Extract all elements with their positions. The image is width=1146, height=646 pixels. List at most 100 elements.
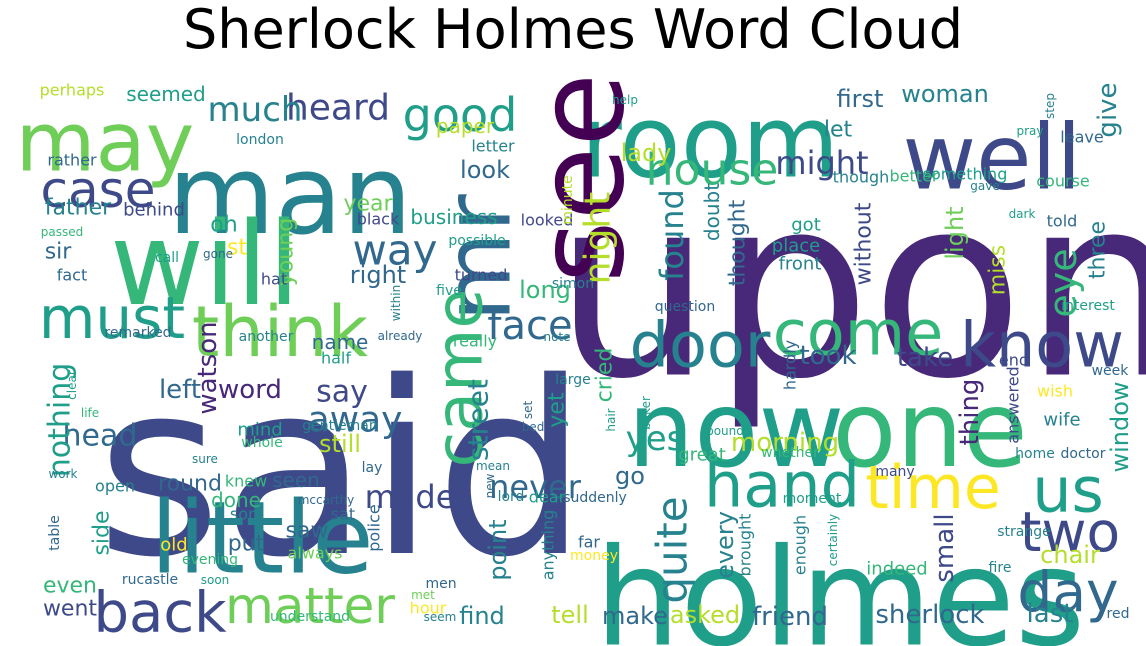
word-pray: pray	[1016, 124, 1043, 138]
word-london: london	[236, 132, 284, 148]
word-morning: morning	[731, 428, 839, 458]
word-soon: soon	[201, 573, 230, 587]
word-knew: knew	[225, 472, 267, 491]
word-interest: interest	[1061, 298, 1115, 314]
word-left: left	[159, 375, 201, 405]
word-find: find	[459, 602, 505, 630]
word-friend: friend	[752, 602, 828, 632]
word-great: great	[678, 445, 726, 466]
word-minute: minute	[560, 175, 576, 224]
word-black: black	[357, 210, 400, 229]
word-hour: hour	[410, 599, 447, 618]
word-leave: leave	[1060, 128, 1103, 147]
word-still: still	[319, 430, 361, 458]
word-let: let	[824, 118, 853, 143]
word-though: though	[833, 168, 890, 187]
word-certainly: certainly	[826, 514, 840, 566]
word-better: better	[890, 167, 939, 186]
word-night: night	[578, 192, 619, 285]
word-son: son	[230, 505, 258, 524]
word-word: word	[218, 375, 282, 405]
word-gone: gone	[203, 247, 233, 261]
page-title: Sherlock Holmes Word Cloud	[182, 0, 964, 61]
word-may: may	[16, 96, 195, 191]
word-case: case	[41, 161, 156, 219]
word-long: long	[519, 276, 571, 304]
word-far: far	[578, 533, 600, 552]
word-point: point	[484, 519, 512, 580]
word-much: much	[208, 90, 303, 130]
word-time: time	[865, 453, 1001, 523]
word-life: life	[81, 406, 99, 420]
word-found: found	[653, 189, 691, 281]
word-something: something	[923, 165, 1008, 184]
word-now: now	[628, 369, 845, 491]
word-came: came	[423, 289, 498, 468]
word-whole: whole	[241, 435, 282, 451]
word-face: face	[487, 303, 572, 349]
word-watson: watson	[193, 321, 223, 414]
word-head: head	[63, 419, 138, 454]
word-saw: saw	[286, 519, 329, 544]
word-turned: turned	[455, 266, 508, 285]
word-end: end	[999, 351, 1029, 370]
word-moment: moment	[783, 491, 842, 507]
word-sir: sir	[45, 240, 73, 265]
word-us: us	[1032, 454, 1104, 527]
word-day: day	[1017, 560, 1118, 624]
word-seemed: seemed	[126, 82, 206, 106]
word-hat: hat	[261, 270, 287, 289]
word-police: police	[365, 504, 384, 551]
word-home: home	[1015, 446, 1055, 462]
word-answered: answered	[1004, 366, 1023, 443]
word-open: open	[95, 477, 135, 496]
word-pound: pound	[706, 424, 744, 438]
word-sat: sat	[331, 505, 355, 524]
word-done: done	[211, 488, 261, 512]
word-behind: behind	[123, 200, 185, 221]
word-window: window	[1106, 381, 1134, 472]
word-possible: possible	[448, 233, 505, 249]
word-table: table	[47, 515, 63, 550]
word-every: every	[711, 511, 739, 579]
word-help: help	[612, 93, 638, 107]
word-half: half	[321, 349, 351, 368]
word-indeed: indeed	[866, 559, 927, 580]
word-another: another	[239, 329, 294, 345]
word-go: go	[615, 462, 645, 490]
word-little: little	[150, 480, 373, 597]
word-red: red	[1107, 606, 1130, 622]
word-fact: fact	[57, 266, 88, 285]
word-got: got	[791, 215, 821, 236]
word-understand: understand	[270, 609, 350, 625]
word-note: note	[543, 330, 570, 344]
word-take: take	[897, 343, 953, 373]
word-eye: eye	[1041, 248, 1085, 317]
word-heard: heard	[286, 88, 390, 129]
word-small: small	[930, 513, 960, 582]
word-good: good	[403, 88, 518, 142]
word-chair: chair	[1040, 541, 1100, 569]
word-step: step	[1043, 93, 1057, 119]
word-met: met	[411, 588, 435, 602]
word-call: call	[155, 250, 179, 266]
word-looked: looked	[521, 211, 574, 230]
word-place: place	[772, 236, 820, 257]
word-know: know	[960, 309, 1124, 382]
word-upon: upon	[554, 143, 1146, 434]
word-mind: mind	[237, 420, 282, 441]
word-quite: quite	[648, 496, 697, 603]
word-told: told	[1047, 212, 1078, 231]
word-holmes: holmes	[595, 520, 1086, 646]
word-nothing: nothing	[43, 363, 78, 478]
word-remarked: remarked	[104, 325, 171, 341]
word-course: course	[1036, 172, 1089, 191]
word-back: back	[93, 581, 227, 646]
word-matter: matter	[225, 577, 395, 635]
word-hardly: hardly	[781, 340, 800, 390]
word-lady: lady	[621, 139, 672, 167]
word-perhaps: perhaps	[40, 81, 105, 100]
word-many: many	[875, 464, 914, 480]
word-set: set	[521, 401, 535, 420]
word-wish: wish	[1037, 382, 1073, 401]
